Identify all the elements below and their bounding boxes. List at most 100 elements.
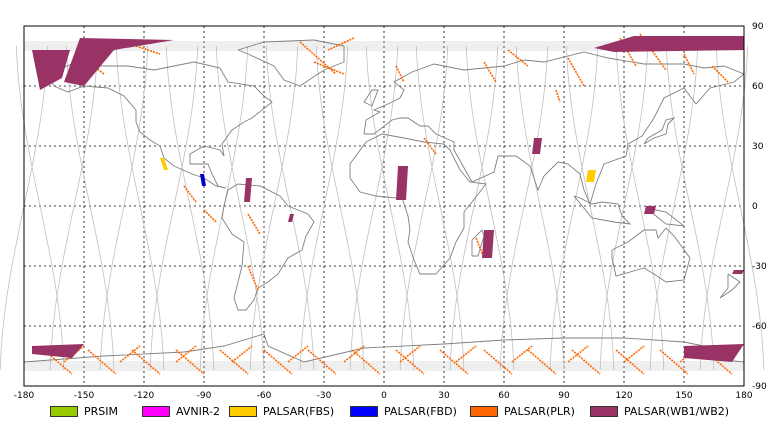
orbit-track — [366, 45, 415, 371]
plr-track — [507, 49, 529, 67]
legend-label-palsar-fbd: PALSAR(FBD) — [384, 404, 457, 418]
plr-track — [571, 349, 601, 375]
greenland-coast — [237, 39, 345, 87]
wb-footprint — [644, 206, 656, 214]
y-tick-label: 60 — [752, 82, 764, 92]
orbit-track — [416, 45, 465, 371]
orbit-track — [616, 45, 665, 371]
orbit-track — [266, 45, 315, 371]
legend-label-palsar-fbs: PALSAR(FBS) — [263, 404, 335, 418]
british-isles-coast — [363, 89, 379, 107]
plr-track — [247, 213, 261, 235]
indonesia-coast — [573, 195, 632, 225]
plr-track — [263, 349, 293, 375]
plr-track — [351, 349, 381, 375]
plr-track — [615, 349, 645, 375]
map-border — [23, 25, 745, 387]
legend-swatch-prsim — [50, 405, 78, 417]
other-acquisitions — [160, 158, 596, 186]
legend-item-prsim: PRSIM — [50, 403, 118, 419]
plr-track — [175, 349, 205, 375]
plr-track — [619, 37, 637, 67]
wb-footprint — [732, 270, 744, 274]
legend-label-palsar-wb: PALSAR(WB1/WB2) — [624, 404, 730, 418]
orbit-track — [666, 45, 715, 371]
south-america-coast — [221, 183, 315, 311]
legend-swatch-avnir2 — [142, 405, 170, 417]
plr-track — [219, 349, 249, 375]
legend-item-avnir2: AVNIR-2 — [142, 403, 220, 419]
orbit-track — [49, 45, 98, 371]
legend-item-palsar-wb: PALSAR(WB1/WB2) — [590, 403, 729, 419]
orbit-track — [699, 45, 748, 371]
orbit-track — [99, 45, 148, 371]
x-tick-label: -90 — [197, 391, 212, 401]
plr-track — [511, 345, 533, 363]
plr-track — [131, 349, 161, 375]
x-tick-label: -60 — [257, 391, 272, 401]
legend-label-prsim: PRSIM — [84, 404, 118, 418]
plr-track — [175, 345, 197, 363]
wb-footprint — [244, 178, 252, 202]
legend-swatch-palsar-wb — [590, 405, 618, 417]
wb-footprint — [32, 50, 70, 90]
x-tick-label: 120 — [615, 391, 632, 401]
plr-track — [439, 349, 469, 375]
orbit-track — [399, 45, 448, 371]
africa-coast — [349, 133, 487, 275]
fbs-acquisition — [160, 158, 168, 170]
legend-swatch-palsar-fbs — [229, 405, 257, 417]
plr-track — [183, 185, 197, 203]
legend-item-palsar-plr: PALSAR(PLR) — [470, 403, 575, 419]
legend-label-avnir2: AVNIR-2 — [176, 404, 220, 418]
x-tick-label: -150 — [74, 391, 95, 401]
wb-footprint — [594, 36, 744, 52]
plr-track — [659, 349, 689, 375]
orbit-track — [249, 45, 298, 371]
plr-track — [683, 53, 695, 75]
y-tick-label: 30 — [752, 142, 764, 152]
y-tick-label: 0 — [752, 202, 758, 212]
madagascar-coast — [471, 229, 485, 257]
borneo-new-guinea-coast — [645, 207, 686, 227]
graticule-grid — [24, 26, 744, 386]
orbit-track — [116, 45, 165, 371]
orbit-track — [466, 45, 515, 371]
plr-track — [287, 345, 309, 363]
japan-coast — [643, 117, 676, 145]
y-tick-label: -30 — [752, 262, 767, 272]
wb-footprint — [684, 344, 744, 362]
plr-track — [483, 349, 513, 375]
plr-track — [475, 237, 485, 259]
plr-track — [135, 45, 161, 55]
orbit-track — [149, 45, 198, 371]
x-tick-label: 180 — [735, 391, 752, 401]
y-tick-label: -60 — [752, 322, 767, 332]
antarctica-coast — [23, 333, 745, 363]
palsar-wb-footprints — [32, 36, 744, 362]
legend-label-palsar-plr: PALSAR(PLR) — [504, 404, 575, 418]
x-tick-label: 0 — [381, 391, 387, 401]
orbit-track — [516, 45, 565, 371]
x-tick-label: -180 — [14, 391, 35, 401]
orbit-track — [166, 45, 215, 371]
orbit-track — [716, 45, 765, 371]
europe-asia-coast — [363, 51, 745, 206]
y-tick-label: -90 — [752, 382, 767, 392]
orbit-track — [299, 45, 348, 371]
plr-track — [399, 345, 421, 363]
orbit-track — [216, 45, 265, 371]
plr-track — [423, 137, 437, 155]
plr-track — [299, 41, 337, 75]
plr-track — [567, 345, 589, 363]
legend-item-palsar-fbs: PALSAR(FBS) — [229, 403, 334, 419]
orbit-track — [66, 45, 115, 371]
plr-track — [307, 349, 337, 375]
x-tick-label: 30 — [438, 391, 450, 401]
plr-track — [623, 345, 645, 363]
longitude-tick-labels: -180 -150 -120 -90 -60 -30 0 30 60 90 120 150 180 — [14, 391, 753, 401]
x-tick-label: 60 — [498, 391, 510, 401]
orbit-track — [16, 45, 65, 371]
australia-coast — [611, 227, 691, 283]
